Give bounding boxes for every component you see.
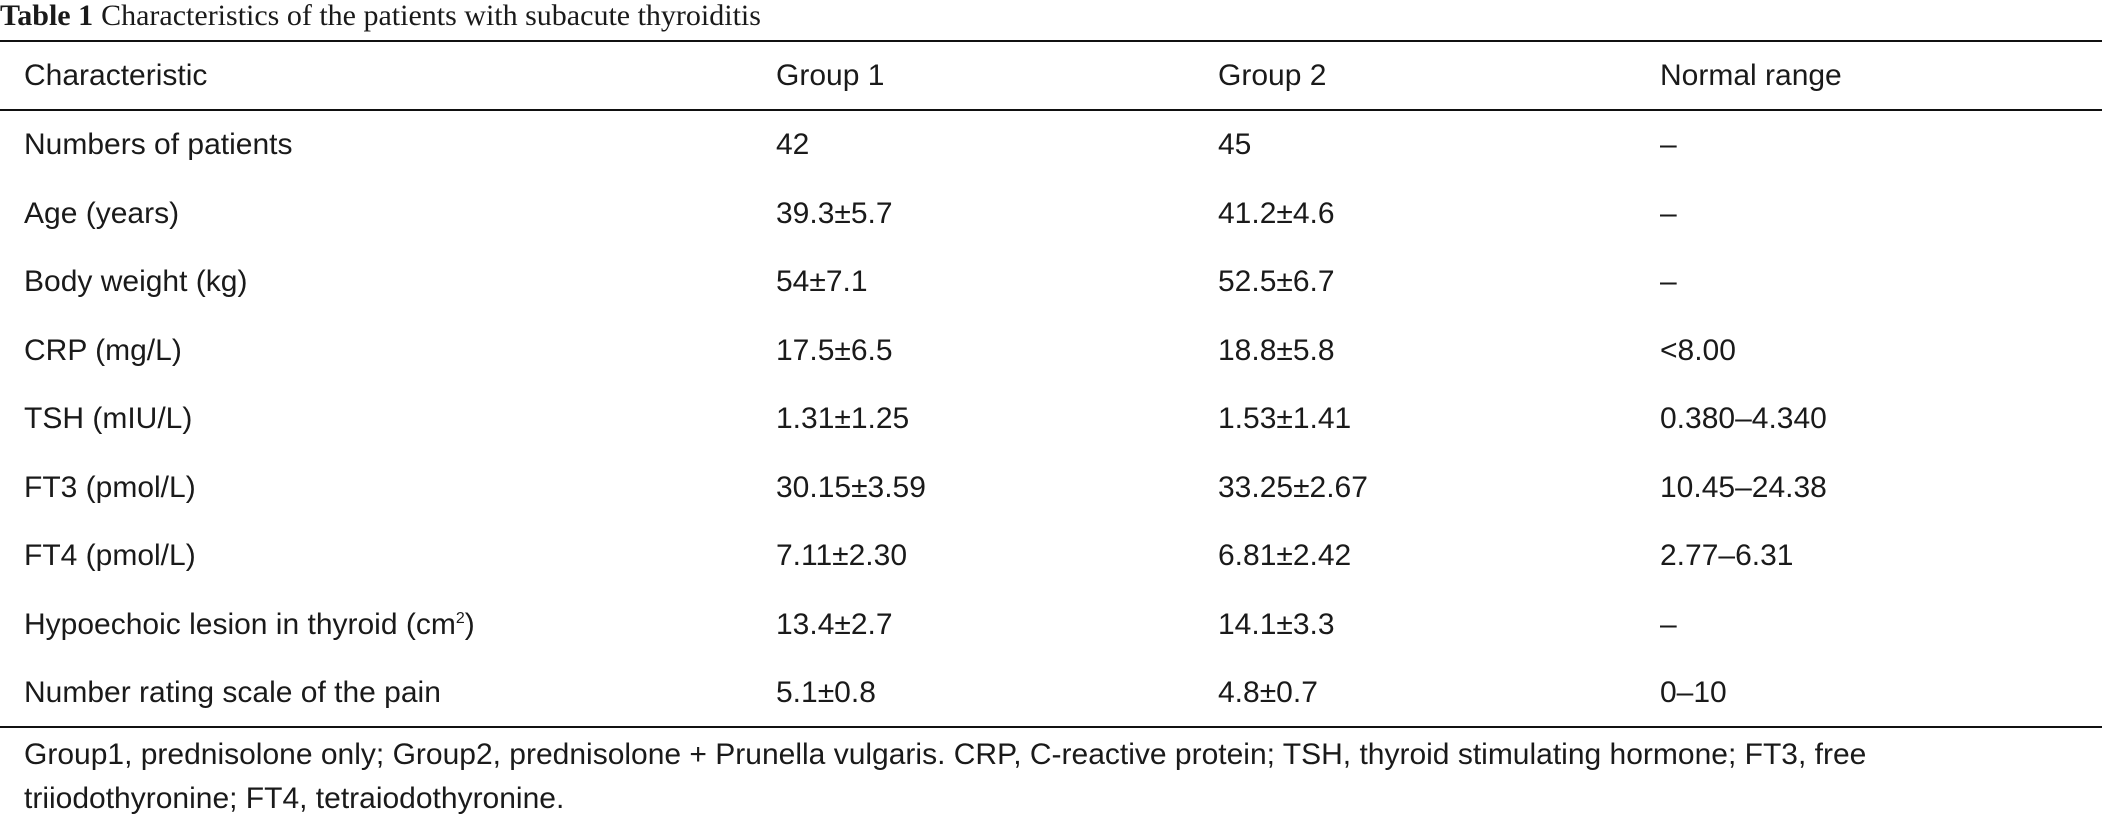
cell-group-2: 4.8±0.7 — [1218, 676, 1318, 710]
table-row: Number rating scale of the pain 5.1±0.8 … — [0, 659, 2102, 728]
table-row: TSH (mIU/L) 1.31±1.25 1.53±1.41 0.380–4.… — [0, 385, 2102, 454]
table-row: FT3 (pmol/L) 30.15±3.59 33.25±2.67 10.45… — [0, 454, 2102, 523]
superscript-2: 2 — [455, 609, 465, 627]
table-footnote: Group1, prednisolone only; Group2, predn… — [24, 738, 1867, 815]
cell-normal-range: – — [1660, 128, 1677, 162]
header-characteristic: Characteristic — [24, 58, 208, 92]
cell-group-1: 39.3±5.7 — [776, 196, 893, 230]
header-normal-range: Normal range — [1660, 58, 1842, 92]
table-caption-label: Table 1 — [0, 0, 94, 32]
table-row: Body weight (kg) 54±7.1 52.5±6.7 – — [0, 248, 2102, 317]
header-group-2: Group 2 — [1218, 58, 1327, 92]
cell-group-2: 18.8±5.8 — [1218, 333, 1335, 367]
cell-characteristic: Age (years) — [24, 196, 180, 230]
cell-characteristic-tail: ) — [464, 607, 475, 641]
table-row: FT4 (pmol/L) 7.11±2.30 6.81±2.42 2.77–6.… — [0, 522, 2102, 591]
table-caption-text: Characteristics of the patients with sub… — [101, 0, 761, 32]
header-group-1: Group 1 — [776, 58, 885, 92]
cell-characteristic: FT4 (pmol/L) — [24, 539, 196, 573]
cell-group-1: 54±7.1 — [776, 265, 868, 299]
table-row: Hypoechoic lesion in thyroid (cm2) 13.4±… — [0, 591, 2102, 660]
cell-group-1: 7.11±2.30 — [776, 539, 908, 573]
table-row: Numbers of patients 42 45 – — [0, 111, 2102, 180]
cell-group-1: 1.31±1.25 — [776, 402, 910, 436]
table-header: Characteristic Group 1 Group 2 Normal ra… — [0, 42, 2102, 109]
table-header-rule — [0, 109, 2102, 111]
cell-normal-range: – — [1660, 265, 1677, 299]
cell-normal-range: 10.45–24.38 — [1660, 470, 1827, 504]
cell-group-1: 5.1±0.8 — [776, 676, 876, 710]
cell-group-1: 30.15±3.59 — [776, 470, 926, 504]
cell-characteristic: Number rating scale of the pain — [24, 676, 441, 710]
table-caption: Table 1 Characteristics of the patients w… — [0, 0, 761, 36]
cell-characteristic: Hypoechoic lesion in thyroid (cm2) — [0, 591, 776, 660]
cell-group-2: 1.53±1.41 — [1218, 402, 1352, 436]
cell-characteristic-text: Hypoechoic lesion in thyroid (cm — [24, 607, 456, 641]
cell-group-2: 52.5±6.7 — [1218, 265, 1335, 299]
cell-normal-range: – — [1660, 607, 1677, 641]
cell-group-2: 14.1±3.3 — [1218, 607, 1335, 641]
table-row: CRP (mg/L) 17.5±6.5 18.8±5.8 <8.00 — [0, 317, 2102, 386]
cell-normal-range: <8.00 — [1660, 333, 1736, 367]
table-body: Numbers of patients 42 45 – Age (years) … — [0, 111, 2102, 728]
cell-characteristic: CRP (mg/L) — [24, 333, 182, 367]
cell-group-2: 41.2±4.6 — [1218, 196, 1335, 230]
cell-characteristic: Body weight (kg) — [24, 265, 248, 299]
cell-normal-range: 0–10 — [1660, 676, 1727, 710]
table-bottom-rule — [0, 726, 2102, 728]
cell-characteristic: FT3 (pmol/L) — [24, 470, 196, 504]
cell-characteristic: TSH (mIU/L) — [24, 402, 193, 436]
cell-group-2: 45 — [1218, 128, 1252, 162]
cell-group-1: 13.4±2.7 — [776, 607, 893, 641]
cell-group-2: 33.25±2.67 — [1218, 470, 1368, 504]
cell-normal-range: 2.77–6.31 — [1660, 539, 1794, 573]
table-top-rule — [0, 40, 2102, 42]
cell-normal-range: 0.380–4.340 — [1660, 402, 1827, 436]
header-row: Characteristic Group 1 Group 2 Normal ra… — [0, 42, 2102, 109]
cell-characteristic: Numbers of patients — [24, 128, 293, 162]
cell-normal-range: – — [1660, 196, 1677, 230]
cell-group-2: 6.81±2.42 — [1218, 539, 1352, 573]
cell-group-1: 42 — [776, 128, 810, 162]
cell-group-1: 17.5±6.5 — [776, 333, 893, 367]
table-row: Age (years) 39.3±5.7 41.2±4.6 – — [0, 180, 2102, 249]
